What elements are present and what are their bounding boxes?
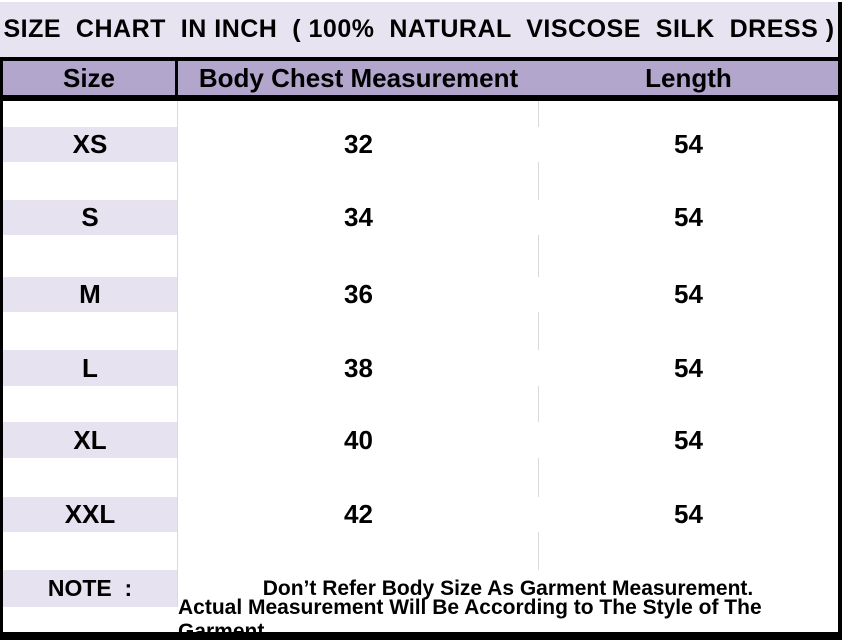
chest-cell: 34 [344,202,373,232]
note-text-line2: Actual Measurement Will Be According to … [178,595,762,640]
spacer-row [3,386,838,422]
length-cell: 54 [674,499,703,529]
size-cell: S [3,200,178,235]
chart-title: SIZE CHART IN INCH ( 100% NATURAL VISCOS… [3,15,835,43]
size-cell: XS [3,127,178,162]
length-cell: 54 [674,129,703,159]
size-cell: XXL [3,497,178,532]
chart-title-bar: SIZE CHART IN INCH ( 100% NATURAL VISCOS… [0,2,842,57]
length-cell: 54 [674,279,703,309]
note-text-line1: Don’t Refer Body Size As Garment Measure… [262,576,754,600]
chest-cell: 32 [344,129,373,159]
spacer-row [3,458,838,497]
chest-cell: 42 [344,499,373,529]
note-row: NOTE : Don’t Refer Body Size As Garment … [3,570,838,607]
table-row-m: M 36 54 [3,277,838,312]
chest-cell: 38 [344,352,373,383]
size-table: Size Body Chest Measurement Length XS 32… [0,57,842,640]
length-cell: 54 [674,352,703,383]
column-header-chest: Body Chest Measurement [198,62,519,93]
note-label: NOTE : [3,570,178,607]
spacer-row [3,162,838,200]
table-header-row: Size Body Chest Measurement Length [3,61,838,101]
table-row-xs: XS 32 54 [3,127,838,162]
chest-cell: 36 [344,279,373,309]
spacer-row [3,101,838,127]
chest-cell: 40 [344,424,373,455]
table-row-xxl: XXL 42 54 [3,497,838,532]
spacer-row [3,312,838,350]
size-cell: XL [3,422,178,458]
length-cell: 54 [674,202,703,232]
table-row-s: S 34 54 [3,200,838,235]
length-cell: 54 [674,424,703,455]
spacer-row [3,532,838,570]
column-header-length: Length [645,62,732,93]
size-cell: L [3,350,178,386]
size-cell: M [3,277,178,312]
table-row-l: L 38 54 [3,350,838,386]
spacer-row [3,235,838,277]
column-header-size: Size [3,61,178,95]
table-row-xl: XL 40 54 [3,422,838,458]
